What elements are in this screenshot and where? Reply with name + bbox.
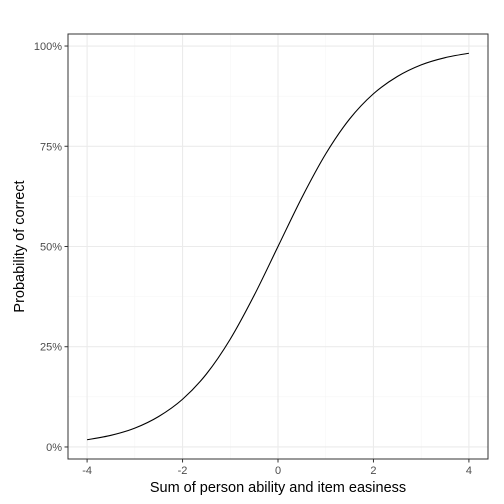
x-tick-label: 0 [275,465,281,477]
y-tick-label: 100% [34,41,62,53]
y-tick-label: 50% [40,242,62,254]
y-tick-label: 25% [40,342,62,354]
y-axis-ticks: 0% 25% 50% 75% 100% [34,41,68,454]
y-axis-title: Probability of correct [12,180,28,312]
y-tick-label: 0% [46,442,62,454]
x-tick-label: -2 [178,465,188,477]
x-tick-label: 2 [370,465,376,477]
x-axis-ticks: -4 -2 0 2 4 [82,459,472,477]
y-tick-label: 75% [40,141,62,153]
x-tick-label: -4 [82,465,92,477]
x-tick-label: 4 [466,465,472,477]
x-axis-title: Sum of person ability and item easiness [150,480,406,496]
